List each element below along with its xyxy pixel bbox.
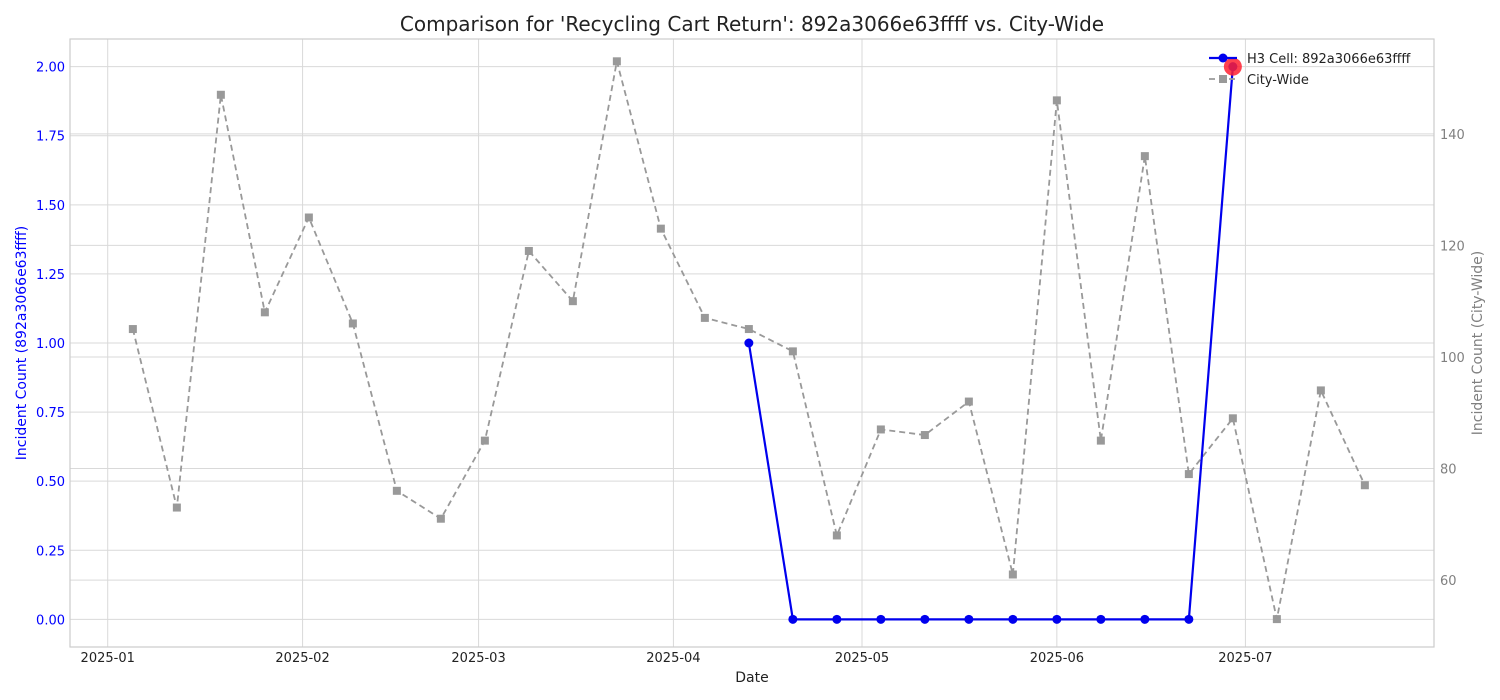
highlight-marker: [1223, 57, 1242, 76]
legend-entry-city: City-Wide: [1209, 73, 1309, 88]
y-right-tick-label: 60: [1440, 574, 1457, 589]
y-left-tick-label: 0.00: [36, 613, 65, 628]
city-wide-point: [1052, 96, 1061, 105]
x-tick-label: 2025-06: [1030, 651, 1084, 666]
legend: H3 Cell: 892a3066e63ffff City-Wide: [1209, 52, 1411, 88]
city-wide-point: [1272, 615, 1281, 624]
city-wide-point: [788, 347, 797, 356]
city-wide-point: [964, 397, 973, 406]
h3-cell-point: [1184, 614, 1194, 624]
plot-frame: [69, 38, 1435, 648]
y-left-tick-label: 1.00: [36, 337, 65, 352]
city-wide-point: [1008, 570, 1017, 579]
x-tick-label: 2025-05: [835, 651, 889, 666]
y-right-tick-label: 80: [1440, 463, 1457, 478]
h3-cell-point: [788, 614, 798, 624]
x-tick-label: 2025-01: [81, 651, 135, 666]
x-axis-label: Date: [735, 670, 768, 686]
highlight-layer: [1223, 57, 1242, 76]
city-wide-point: [1184, 470, 1193, 479]
city-wide-point: [392, 486, 401, 495]
city-wide-point: [1096, 436, 1105, 445]
x-tick-label: 2025-03: [451, 651, 505, 666]
city-wide-point: [260, 308, 269, 317]
h3-cell-point: [920, 614, 930, 624]
city-wide-point: [348, 319, 357, 328]
h3-cell-point: [1008, 614, 1018, 624]
city-wide-point: [436, 514, 445, 523]
h3-cell-point: [1096, 614, 1106, 624]
city-wide-point: [612, 57, 621, 66]
city-wide-point: [920, 431, 929, 440]
city-wide-point: [1228, 414, 1237, 423]
city-wide-point: [524, 246, 533, 255]
y-right-tick-label: 140: [1440, 128, 1465, 143]
legend-label-h3: H3 Cell: 892a3066e63ffff: [1247, 52, 1411, 67]
city-wide-point: [1140, 152, 1149, 161]
city-wide-point: [656, 224, 665, 233]
y-left-tick-label: 0.75: [36, 406, 65, 421]
y-left-tick-label: 1.75: [36, 130, 65, 145]
legend-label-city: City-Wide: [1247, 73, 1309, 88]
y-left-tick-label: 0.50: [36, 475, 65, 490]
x-axis-ticks: 2025-01 2025-02 2025-03 2025-04 2025-05 2025-…: [81, 651, 1273, 666]
y-right-tick-label: 100: [1440, 351, 1465, 366]
legend-entry-h3: H3 Cell: 892a3066e63ffff: [1209, 52, 1411, 67]
h3-cell-point: [744, 338, 754, 348]
h3-cell-point: [832, 614, 842, 624]
city-wide-point: [304, 213, 313, 222]
city-wide-point: [876, 425, 885, 434]
right-axis-ticks: 60 80 100 120 140: [1440, 128, 1465, 589]
h3-cell-point: [1140, 614, 1150, 624]
x-tick-label: 2025-07: [1218, 651, 1272, 666]
left-axis-label: Incident Count (892a3066e63ffff): [14, 226, 30, 461]
right-axis-label: Incident Count (City-Wide): [1470, 251, 1486, 435]
h3-cell-line: [747, 66, 1234, 621]
city-wide-point: [832, 531, 841, 540]
x-tick-label: 2025-02: [275, 651, 329, 666]
city-wide-point: [744, 325, 753, 334]
y-left-tick-label: 1.25: [36, 268, 65, 283]
city-wide-point: [128, 325, 137, 334]
h3-cell-series: [744, 62, 1238, 624]
y-left-tick-label: 2.00: [36, 61, 65, 76]
h3-cell-point: [876, 614, 886, 624]
city-wide-point: [216, 90, 225, 99]
city-wide-point: [480, 436, 489, 445]
h3-cell-point: [964, 614, 974, 624]
grid-lines: [70, 39, 1434, 647]
y-right-tick-label: 120: [1440, 239, 1465, 254]
city-wide-line: [131, 61, 1366, 620]
city-wide-point: [1360, 481, 1369, 490]
city-wide-series: [128, 57, 1369, 624]
h3-cell-point: [1052, 614, 1062, 624]
left-axis-ticks: 0.00 0.25 0.50 0.75 1.00 1.25 1.50 1.75 2.00: [36, 61, 65, 629]
x-tick-label: 2025-04: [646, 651, 700, 666]
y-left-tick-label: 0.25: [36, 544, 65, 559]
city-wide-point: [172, 503, 181, 512]
chart-title: Comparison for 'Recycling Cart Return': …: [400, 12, 1104, 36]
y-left-tick-label: 1.50: [36, 199, 65, 214]
city-wide-point: [1316, 386, 1325, 395]
city-wide-point: [700, 313, 709, 322]
city-wide-point: [568, 297, 577, 306]
